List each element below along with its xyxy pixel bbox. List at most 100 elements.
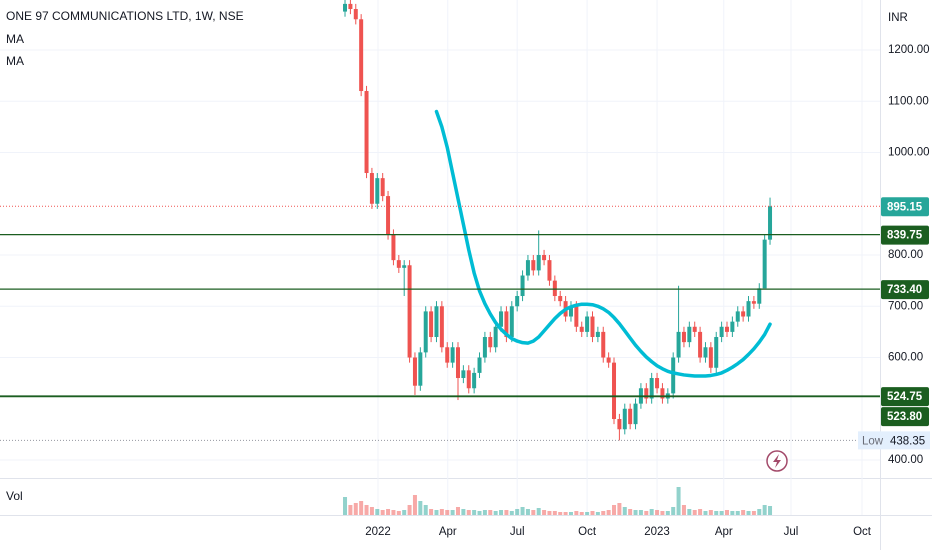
candle-body	[552, 280, 557, 297]
volume-bar	[762, 505, 767, 515]
candle-body	[724, 326, 729, 332]
level-label: 895.15	[887, 201, 923, 213]
candle-body	[703, 347, 708, 358]
level-label: 523.80	[887, 411, 922, 423]
level-label-box	[881, 387, 929, 407]
volume-bar	[348, 505, 353, 515]
level-label-box	[881, 407, 929, 427]
volume-bar	[477, 511, 482, 515]
candle-body	[536, 255, 541, 271]
x-tick-label: 2022	[365, 526, 391, 538]
candle-body	[488, 337, 493, 348]
volume-bar	[542, 510, 547, 515]
volume-bar	[391, 510, 396, 515]
level-label-box	[881, 280, 929, 300]
volume-bar	[343, 497, 348, 515]
candle-body	[412, 357, 417, 386]
candle-body	[714, 337, 719, 368]
candle-body	[429, 311, 434, 338]
candle-body	[542, 255, 547, 261]
volume-bar	[380, 510, 385, 515]
volume-bar	[552, 511, 557, 515]
candle-body	[617, 419, 622, 430]
candle-body	[445, 347, 450, 363]
low-name: Low	[862, 435, 884, 447]
candle-body	[585, 316, 590, 332]
level-label-box	[881, 197, 929, 217]
x-tick-label: Oct	[853, 526, 872, 538]
y-tick-label: 800.00	[888, 249, 923, 261]
volume-bar	[402, 510, 407, 515]
volume-bar	[638, 510, 643, 515]
volume-bar	[585, 512, 590, 515]
volume-bar	[423, 505, 428, 515]
volume-bar	[741, 510, 746, 515]
volume-bar	[633, 510, 638, 515]
volume-bar	[703, 511, 708, 515]
volume-bar	[488, 510, 493, 515]
volume-bar	[353, 503, 358, 515]
candle-body	[418, 352, 423, 386]
candle-body	[735, 311, 740, 322]
volume-bar	[461, 509, 466, 515]
volume-bar	[665, 511, 670, 515]
candle-body	[439, 306, 444, 348]
level-label-box	[881, 225, 929, 245]
y-tick-label: 400.00	[888, 454, 923, 466]
volume-bar	[499, 510, 504, 515]
candle-body	[434, 306, 439, 338]
candle-body	[601, 331, 606, 358]
volume-bar	[364, 505, 369, 515]
volume-bar	[655, 510, 660, 515]
candle-body	[482, 337, 487, 358]
volume-bar	[531, 510, 536, 515]
candle-body	[708, 347, 713, 368]
candle-body	[676, 331, 681, 358]
candle-body	[579, 326, 584, 332]
candle-body	[364, 91, 369, 174]
volume-bar	[386, 509, 391, 515]
volume-bar	[515, 509, 520, 515]
volume-bar	[418, 501, 423, 515]
volume-bar	[692, 510, 697, 515]
candle-body	[649, 378, 654, 399]
volume-bar	[525, 509, 530, 515]
volume-bar	[558, 512, 563, 515]
volume-bar	[466, 510, 471, 515]
candle-body	[391, 234, 396, 261]
candle-body	[477, 357, 482, 373]
volume-bar	[359, 501, 364, 515]
candle-body	[741, 311, 746, 317]
volume-bar	[445, 510, 450, 515]
volume-bar	[375, 509, 380, 515]
candle-body	[568, 306, 573, 317]
candle-body	[450, 347, 455, 363]
candle-body	[461, 370, 466, 379]
candle-body	[671, 357, 676, 394]
volume-bar	[520, 507, 525, 515]
volume-bar	[746, 511, 751, 515]
volume-bar	[412, 495, 417, 515]
volume-bar	[429, 509, 434, 515]
volume-bar	[504, 510, 509, 515]
volume-bar	[493, 511, 498, 515]
chart-title: ONE 97 COMMUNICATIONS LTD, 1W, NSE	[6, 9, 244, 23]
y-tick-label: 1000.00	[888, 147, 930, 159]
candle-body	[348, 3, 353, 10]
volume-bar	[472, 510, 477, 515]
candle-body	[768, 206, 773, 240]
candle-body	[343, 3, 348, 12]
candle-body	[698, 331, 703, 358]
volume-bar	[622, 507, 627, 515]
volume-bar	[439, 509, 444, 515]
alert-icon[interactable]	[766, 450, 788, 472]
volume-bar	[396, 511, 401, 515]
x-tick-label: Apr	[715, 526, 733, 538]
candle-body	[644, 388, 649, 399]
volume-bar	[369, 507, 374, 515]
x-tick-label: 2023	[644, 526, 670, 538]
volume-bar	[671, 507, 676, 515]
volume-bar	[612, 505, 617, 515]
volume-bar	[590, 511, 595, 515]
